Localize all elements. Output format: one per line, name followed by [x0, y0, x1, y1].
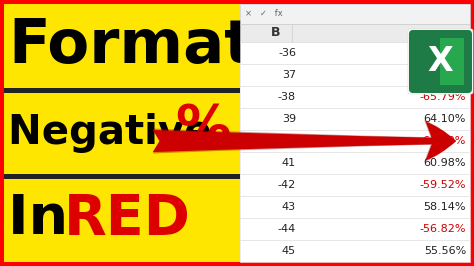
Text: B: B — [271, 27, 281, 39]
Text: Format: Format — [8, 18, 254, 77]
Bar — [4, 173, 245, 178]
Text: X: X — [428, 45, 453, 78]
Bar — [440, 38, 464, 85]
Text: 67.57%: 67.57% — [423, 70, 466, 80]
Text: 45: 45 — [282, 246, 296, 256]
Text: In: In — [8, 192, 88, 246]
Text: -40: -40 — [278, 136, 296, 146]
Text: 55.56%: 55.56% — [424, 246, 466, 256]
Bar — [240, 108, 470, 130]
Bar — [4, 4, 245, 262]
FancyBboxPatch shape — [408, 29, 473, 94]
Bar — [240, 240, 470, 262]
Text: 37: 37 — [282, 70, 296, 80]
Text: 43: 43 — [282, 202, 296, 212]
Text: -42: -42 — [278, 180, 296, 190]
Text: ×   ✓   fx: × ✓ fx — [245, 10, 283, 19]
Bar — [240, 174, 470, 196]
Text: -56.82%: -56.82% — [419, 224, 466, 234]
Text: -62.50%: -62.50% — [419, 136, 466, 146]
Bar — [240, 4, 470, 262]
Text: 58.14%: 58.14% — [423, 202, 466, 212]
FancyArrowPatch shape — [153, 122, 456, 160]
Bar — [240, 42, 470, 64]
FancyBboxPatch shape — [409, 30, 472, 93]
Text: 39: 39 — [282, 114, 296, 124]
Bar — [240, 86, 470, 108]
Bar — [240, 196, 470, 218]
Text: 64.10%: 64.10% — [424, 114, 466, 124]
Text: -59.52%: -59.52% — [419, 180, 466, 190]
Text: -44: -44 — [278, 224, 296, 234]
Text: 41: 41 — [282, 158, 296, 168]
Text: -36: -36 — [278, 48, 296, 58]
Text: Negative: Negative — [8, 113, 226, 153]
Bar — [4, 88, 245, 93]
Bar — [240, 218, 470, 240]
Text: 60.98%: 60.98% — [423, 158, 466, 168]
Bar — [240, 152, 470, 174]
Bar — [240, 130, 470, 152]
Bar — [240, 64, 470, 86]
Bar — [240, 24, 470, 42]
Text: -38: -38 — [278, 92, 296, 102]
FancyArrowPatch shape — [153, 120, 456, 162]
Text: -65.79%: -65.79% — [419, 92, 466, 102]
Text: %: % — [175, 102, 231, 156]
Bar — [240, 4, 470, 24]
Text: RED: RED — [64, 192, 191, 246]
